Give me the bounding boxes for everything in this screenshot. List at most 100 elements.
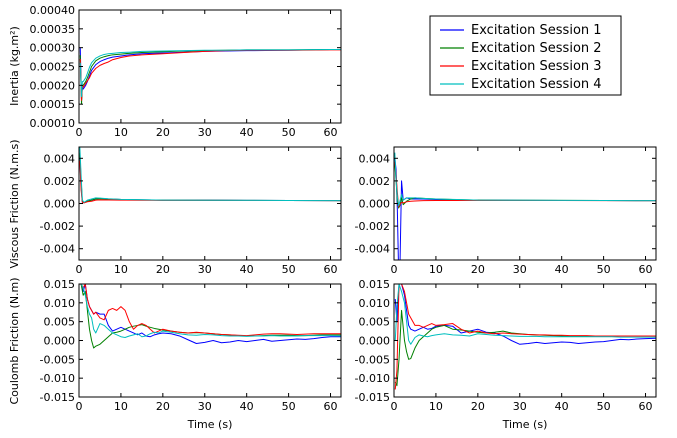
x-tick-label: 10	[114, 263, 128, 276]
y-tick-label: 0.015	[359, 278, 391, 291]
x-tick-label: 40	[240, 263, 254, 276]
y-tick-label: 0.00040	[30, 4, 76, 17]
y-tick-label: -0.010	[40, 372, 75, 385]
legend-frame	[429, 15, 622, 96]
x-tick-label: 60	[324, 400, 338, 413]
panel-inertia: 0 10 20 30 40 50 60 0.00010 0.00015 0.00020 0.0002…	[30, 4, 342, 139]
x-tick-label: 0	[76, 263, 83, 276]
x-tick-label: 10	[114, 126, 128, 139]
x-tick-label: 20	[471, 400, 485, 413]
x-tick-label: 10	[429, 263, 443, 276]
x-tick-label: 20	[156, 263, 170, 276]
x-tick-label: 10	[429, 400, 443, 413]
y-tick-label: 0.002	[359, 175, 391, 188]
series-group	[80, 284, 341, 349]
series-line-1	[394, 158, 656, 260]
y-tick-label: 0.005	[359, 316, 391, 329]
x-tick-label: 30	[513, 400, 527, 413]
x-tick-label: 10	[114, 400, 128, 413]
x-tick-label: 0	[391, 400, 398, 413]
x-tick-label: 0	[391, 263, 398, 276]
series-line-4	[394, 284, 656, 345]
y-tick-label: 0.010	[359, 297, 391, 310]
series-line-2	[80, 284, 341, 349]
x-tick-label: 0	[76, 400, 83, 413]
panel-viscous-left: 0 10 20 30 40 50 60 -0.004 -0.002 0.000 0.002 0.004	[40, 146, 342, 276]
y-tick-label: 0.010	[44, 297, 76, 310]
panel-viscous-right: 0 10 20 30 40 50 60 -0.004 -0.002 0.000 0.002 0.004	[355, 146, 657, 276]
x-tick-label: 60	[639, 400, 653, 413]
y-tick-label: -0.015	[40, 391, 75, 404]
series-group	[394, 152, 656, 260]
axes-frame	[78, 146, 342, 261]
ylabel-viscous: Viscous Friction (N.m.s)	[8, 139, 21, 268]
y-tick-label: -0.004	[355, 243, 390, 256]
y-tick-label: 0.000	[359, 198, 391, 211]
x-tick-label: 40	[555, 263, 569, 276]
x-tick-label: 20	[156, 126, 170, 139]
y-tick-label: -0.010	[355, 372, 390, 385]
y-tick-label: 0.00025	[30, 61, 76, 74]
legend-label-2: Excitation Session 2	[471, 41, 602, 56]
x-tick-label: 50	[282, 400, 296, 413]
series-line-4	[79, 49, 341, 98]
y-tick-label: 0.00030	[30, 42, 76, 55]
y-tick-label: 0.000	[44, 198, 76, 211]
x-tick-label: 60	[639, 263, 653, 276]
x-tick-label: 50	[597, 400, 611, 413]
y-tick-label: 0.00010	[30, 117, 76, 130]
series-line-3	[394, 284, 656, 390]
series-group	[79, 47, 341, 105]
legend: Excitation Session 1 Excitation Session …	[429, 15, 622, 96]
y-tick-label: 0.004	[44, 152, 76, 165]
y-tick-label: 0.002	[44, 175, 76, 188]
series-line-1	[79, 158, 341, 203]
series-line-1	[79, 47, 341, 101]
x-tick-label: 60	[324, 263, 338, 276]
legend-label-4: Excitation Session 4	[471, 77, 602, 92]
series-group	[394, 284, 656, 390]
series-line-2	[394, 309, 656, 387]
series-line-4	[80, 284, 341, 338]
y-tick-label: -0.004	[40, 243, 75, 256]
x-tick-label: 30	[198, 126, 212, 139]
legend-label-3: Excitation Session 3	[471, 59, 602, 74]
series-line-3	[79, 49, 341, 101]
y-tick-label: 0.004	[359, 152, 391, 165]
y-tick-label: -0.015	[355, 391, 390, 404]
xlabel-right: Time (s)	[502, 418, 548, 431]
series-line-2	[79, 152, 341, 203]
axes-frame	[78, 9, 342, 124]
xlabel-left: Time (s)	[187, 418, 233, 431]
series-line-1	[80, 284, 341, 345]
axes-frame	[78, 283, 342, 398]
y-tick-label: 0.00020	[30, 79, 76, 92]
y-tick-label: -0.002	[40, 220, 75, 233]
legend-label-1: Excitation Session 1	[471, 23, 602, 38]
x-tick-label: 40	[240, 400, 254, 413]
axes-frame	[393, 146, 657, 261]
x-tick-label: 60	[324, 126, 338, 139]
y-tick-label: -0.002	[355, 220, 390, 233]
y-tick-label: 0.00035	[30, 23, 76, 36]
panel-coulomb-right: 0 10 20 30 40 50 60 -0.015 -0.010 -0.005 0.000 0.00…	[355, 278, 657, 413]
y-tick-label: 0.000	[359, 335, 391, 348]
x-tick-label: 50	[282, 263, 296, 276]
series-group	[79, 147, 341, 204]
y-tick-label: 0.005	[44, 316, 76, 329]
x-tick-label: 30	[513, 263, 527, 276]
x-tick-label: 30	[198, 263, 212, 276]
y-tick-label: 0.000	[44, 335, 76, 348]
x-tick-label: 50	[282, 126, 296, 139]
x-tick-label: 40	[555, 400, 569, 413]
x-tick-label: 0	[76, 126, 83, 139]
y-tick-label: -0.005	[355, 353, 390, 366]
series-line-4	[394, 152, 656, 207]
y-tick-label: 0.00015	[30, 98, 76, 111]
x-tick-label: 20	[471, 263, 485, 276]
y-tick-label: -0.005	[40, 353, 75, 366]
x-tick-label: 20	[156, 400, 170, 413]
series-line-4	[79, 147, 341, 203]
x-tick-label: 40	[240, 126, 254, 139]
